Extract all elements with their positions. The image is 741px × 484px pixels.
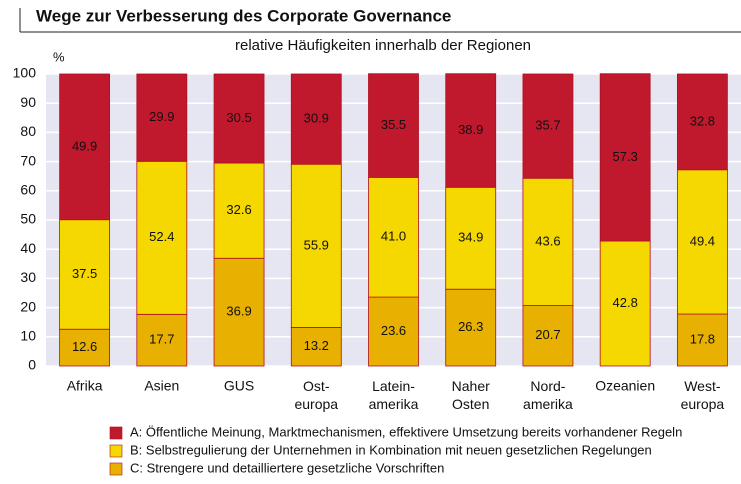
value-label: 49.4: [690, 233, 715, 248]
value-label: 55.9: [304, 237, 329, 252]
x-tick-label: Afrika: [67, 378, 103, 394]
value-label: 29.9: [149, 109, 174, 124]
bar-segment: [290, 163, 342, 328]
value-label: 49.9: [72, 138, 97, 153]
bar-segment: [522, 73, 574, 179]
bar-segment: [213, 162, 265, 259]
y-tick-label: 100: [13, 65, 37, 81]
bar-segment: [136, 313, 188, 367]
bar-segment: [59, 219, 111, 330]
value-label: 37.5: [72, 266, 97, 281]
bar-segment: [445, 73, 497, 188]
y-tick-label: 0: [28, 357, 36, 373]
x-tick-label: GUS: [224, 378, 254, 394]
value-label: 20.7: [535, 327, 560, 342]
legend-swatch: [109, 426, 123, 440]
y-tick-label: 60: [20, 182, 36, 198]
value-label: 57.3: [613, 149, 638, 164]
y-tick-label: 30: [20, 269, 36, 285]
y-tick-label: 20: [20, 298, 36, 314]
value-label: 32.6: [226, 202, 251, 217]
bar-segment: [522, 305, 574, 367]
x-tick-label: West-europa: [681, 378, 725, 412]
bar-segment: [59, 73, 111, 221]
x-tick-label: Naher Osten: [452, 378, 490, 412]
bar-segment: [136, 73, 188, 162]
value-label: 23.6: [381, 323, 406, 338]
value-label: 41.0: [381, 229, 406, 244]
y-tick-label: 50: [20, 211, 36, 227]
value-label: 52.4: [149, 229, 174, 244]
bar-segment: [445, 186, 497, 290]
bar-segment: [522, 177, 574, 306]
value-label: 17.7: [149, 332, 174, 347]
bar-segment: [213, 73, 265, 164]
bar-segment: [290, 73, 342, 165]
bar-segment: [59, 328, 111, 367]
bar-segment: [599, 240, 651, 367]
y-tick-label: 70: [20, 152, 36, 168]
x-tick-label: Nord-amerika: [523, 378, 573, 412]
value-label: 13.2: [304, 338, 329, 353]
value-label: 32.8: [690, 113, 715, 128]
x-tick-label: Latein-amerika: [369, 378, 419, 412]
legend-swatch: [109, 462, 123, 476]
value-label: 42.8: [613, 295, 638, 310]
y-tick-label: 80: [20, 123, 36, 139]
value-label: 36.9: [226, 304, 251, 319]
value-label: 30.9: [304, 111, 329, 126]
x-tick-label: Asien: [144, 378, 179, 394]
bar-segment: [368, 176, 419, 298]
bar-segment: [599, 73, 651, 242]
value-label: 12.6: [72, 339, 97, 354]
value-label: 43.6: [535, 233, 560, 248]
value-label: 26.3: [458, 319, 483, 334]
bar-segment: [676, 169, 728, 315]
y-axis-label: %: [53, 49, 65, 64]
value-label: 30.5: [226, 110, 251, 125]
value-label: 17.8: [690, 331, 715, 346]
y-tick-label: 90: [20, 94, 36, 110]
bar-segment: [290, 327, 342, 367]
value-label: 38.9: [458, 122, 483, 137]
x-tick-label: Ozeanien: [595, 378, 655, 394]
legend-swatch: [109, 444, 123, 458]
value-label: 35.7: [535, 118, 560, 133]
bar-segment: [368, 73, 419, 178]
bar-segment: [136, 160, 188, 315]
y-tick-label: 10: [20, 328, 36, 344]
bar-segment: [445, 288, 497, 367]
legend-label: C: Strengere und detailliertere gesetzli…: [130, 460, 444, 475]
bar-segment: [368, 296, 419, 367]
value-label: 34.9: [458, 230, 483, 245]
legend-label: B: Selbstregulierung der Unternehmen in …: [130, 442, 652, 457]
bar-segment: [676, 73, 728, 171]
value-label: 35.5: [381, 117, 406, 132]
subtitle: relative Häufigkeiten innerhalb der Regi…: [235, 37, 531, 54]
legend-label: A: Öffentliche Meinung, Marktmechanismen…: [130, 424, 682, 439]
chart-title: Wege zur Verbesserung des Corporate Gove…: [36, 6, 451, 25]
y-tick-label: 40: [20, 240, 36, 256]
x-tick-label: Ost-europa: [294, 378, 338, 412]
